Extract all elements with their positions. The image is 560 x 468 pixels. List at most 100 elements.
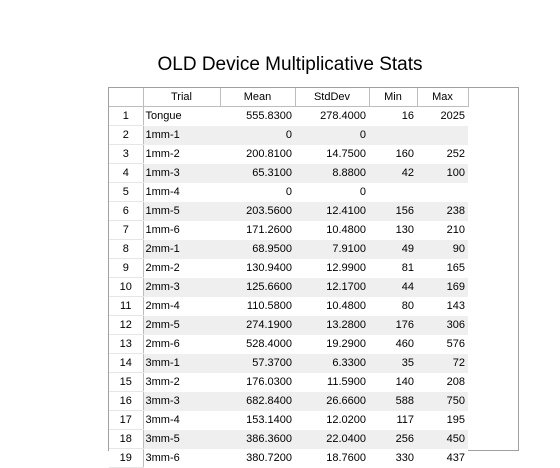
cell-min[interactable]: 42 bbox=[369, 163, 417, 183]
cell-max[interactable]: 576 bbox=[417, 334, 468, 354]
cell-stddev[interactable]: 22.0400 bbox=[295, 429, 369, 449]
cell-trial[interactable]: 2mm-4 bbox=[143, 296, 220, 316]
cell-min[interactable]: 460 bbox=[369, 334, 417, 354]
cell-max[interactable]: 252 bbox=[417, 144, 468, 164]
cell-stddev[interactable]: 0 bbox=[295, 125, 369, 145]
row-number[interactable]: 16 bbox=[109, 391, 144, 411]
cell-stddev[interactable]: 8.8800 bbox=[295, 163, 369, 183]
cell-trial[interactable]: 1mm-6 bbox=[143, 220, 220, 240]
cell-trial[interactable]: 3mm-4 bbox=[143, 410, 220, 430]
cell-min[interactable]: 44 bbox=[369, 277, 417, 297]
table-row[interactable]: 13 2mm-6 528.4000 19.2900 460 576 bbox=[109, 334, 468, 354]
row-number[interactable]: 11 bbox=[109, 296, 144, 316]
row-number[interactable]: 1 bbox=[109, 106, 144, 126]
cell-min[interactable]: 35 bbox=[369, 353, 417, 373]
table-row[interactable]: 19 3mm-6 380.7200 18.7600 330 437 bbox=[109, 448, 468, 468]
cell-mean[interactable]: 125.6600 bbox=[220, 277, 295, 297]
cell-stddev[interactable]: 10.4800 bbox=[295, 296, 369, 316]
table-row[interactable]: 12 2mm-5 274.1900 13.2800 176 306 bbox=[109, 315, 468, 335]
cell-min[interactable]: 16 bbox=[369, 106, 417, 126]
row-number[interactable]: 12 bbox=[109, 315, 144, 335]
table-row[interactable]: 14 3mm-1 57.3700 6.3300 35 72 bbox=[109, 353, 468, 373]
cell-min[interactable]: 49 bbox=[369, 239, 417, 259]
row-number[interactable]: 6 bbox=[109, 201, 144, 221]
cell-stddev[interactable]: 12.4100 bbox=[295, 201, 369, 221]
row-number[interactable]: 3 bbox=[109, 144, 144, 164]
cell-min[interactable]: 330 bbox=[369, 448, 417, 468]
cell-min[interactable]: 160 bbox=[369, 144, 417, 164]
cell-max[interactable]: 208 bbox=[417, 372, 468, 392]
row-number[interactable]: 14 bbox=[109, 353, 144, 373]
cell-max[interactable]: 72 bbox=[417, 353, 468, 373]
column-header-stddev[interactable]: StdDev bbox=[295, 88, 370, 107]
cell-trial[interactable]: 2mm-2 bbox=[143, 258, 220, 278]
cell-trial[interactable]: 3mm-6 bbox=[143, 448, 220, 468]
cell-trial[interactable]: 1mm-4 bbox=[143, 182, 220, 202]
cell-trial[interactable]: 2mm-1 bbox=[143, 239, 220, 259]
row-number[interactable]: 4 bbox=[109, 163, 144, 183]
column-header-trial[interactable]: Trial bbox=[143, 88, 221, 107]
cell-mean[interactable]: 68.9500 bbox=[220, 239, 295, 259]
cell-min[interactable]: 140 bbox=[369, 372, 417, 392]
cell-stddev[interactable]: 10.4800 bbox=[295, 220, 369, 240]
cell-mean[interactable]: 380.7200 bbox=[220, 448, 295, 468]
cell-max[interactable]: 450 bbox=[417, 429, 468, 449]
cell-mean[interactable]: 171.2600 bbox=[220, 220, 295, 240]
cell-trial[interactable]: 1mm-5 bbox=[143, 201, 220, 221]
cell-stddev[interactable]: 18.7600 bbox=[295, 448, 369, 468]
cell-max[interactable]: 2025 bbox=[417, 106, 468, 126]
cell-mean[interactable]: 203.5600 bbox=[220, 201, 295, 221]
column-header-max[interactable]: Max bbox=[417, 88, 469, 107]
table-row[interactable]: 11 2mm-4 110.5800 10.4800 80 143 bbox=[109, 296, 468, 316]
table-row[interactable]: 18 3mm-5 386.3600 22.0400 256 450 bbox=[109, 429, 468, 449]
table-row[interactable]: 7 1mm-6 171.2600 10.4800 130 210 bbox=[109, 220, 468, 240]
table-row[interactable]: 2 1mm-1 0 0 bbox=[109, 125, 468, 145]
cell-trial[interactable]: 2mm-5 bbox=[143, 315, 220, 335]
cell-max[interactable] bbox=[417, 125, 468, 145]
stats-table-container[interactable]: Trial Mean StdDev Min Max 1 Tongue 555.830… bbox=[108, 87, 519, 468]
cell-mean[interactable]: 386.3600 bbox=[220, 429, 295, 449]
row-number[interactable]: 15 bbox=[109, 372, 144, 392]
cell-mean[interactable]: 65.3100 bbox=[220, 163, 295, 183]
cell-min[interactable] bbox=[369, 182, 417, 202]
table-row[interactable]: 8 2mm-1 68.9500 7.9100 49 90 bbox=[109, 239, 468, 259]
row-number[interactable]: 10 bbox=[109, 277, 144, 297]
table-row[interactable]: 4 1mm-3 65.3100 8.8800 42 100 bbox=[109, 163, 468, 183]
column-header-mean[interactable]: Mean bbox=[220, 88, 296, 107]
cell-mean[interactable]: 0 bbox=[220, 125, 295, 145]
cell-min[interactable]: 81 bbox=[369, 258, 417, 278]
cell-max[interactable] bbox=[417, 182, 468, 202]
row-number[interactable]: 17 bbox=[109, 410, 144, 430]
cell-stddev[interactable]: 278.4000 bbox=[295, 106, 369, 126]
table-row[interactable]: 1 Tongue 555.8300 278.4000 16 2025 bbox=[109, 106, 468, 126]
cell-mean[interactable]: 110.5800 bbox=[220, 296, 295, 316]
cell-max[interactable]: 100 bbox=[417, 163, 468, 183]
cell-stddev[interactable]: 7.9100 bbox=[295, 239, 369, 259]
cell-mean[interactable]: 130.9400 bbox=[220, 258, 295, 278]
cell-trial[interactable]: 1mm-1 bbox=[143, 125, 220, 145]
cell-stddev[interactable]: 12.1700 bbox=[295, 277, 369, 297]
cell-trial[interactable]: 3mm-2 bbox=[143, 372, 220, 392]
cell-stddev[interactable]: 19.2900 bbox=[295, 334, 369, 354]
cell-trial[interactable]: 3mm-5 bbox=[143, 429, 220, 449]
cell-stddev[interactable]: 12.0200 bbox=[295, 410, 369, 430]
cell-mean[interactable]: 200.8100 bbox=[220, 144, 295, 164]
cell-min[interactable]: 588 bbox=[369, 391, 417, 411]
cell-trial[interactable]: 1mm-2 bbox=[143, 144, 220, 164]
cell-mean[interactable]: 528.4000 bbox=[220, 334, 295, 354]
cell-stddev[interactable]: 11.5900 bbox=[295, 372, 369, 392]
cell-max[interactable]: 90 bbox=[417, 239, 468, 259]
table-row[interactable]: 9 2mm-2 130.9400 12.9900 81 165 bbox=[109, 258, 468, 278]
cell-stddev[interactable]: 14.7500 bbox=[295, 144, 369, 164]
cell-min[interactable]: 80 bbox=[369, 296, 417, 316]
cell-min[interactable]: 130 bbox=[369, 220, 417, 240]
table-row[interactable]: 5 1mm-4 0 0 bbox=[109, 182, 468, 202]
row-number[interactable]: 13 bbox=[109, 334, 144, 354]
cell-max[interactable]: 238 bbox=[417, 201, 468, 221]
table-row[interactable]: 15 3mm-2 176.0300 11.5900 140 208 bbox=[109, 372, 468, 392]
row-number[interactable]: 18 bbox=[109, 429, 144, 449]
cell-max[interactable]: 195 bbox=[417, 410, 468, 430]
table-row[interactable]: 16 3mm-3 682.8400 26.6600 588 750 bbox=[109, 391, 468, 411]
row-number[interactable]: 19 bbox=[109, 448, 144, 468]
table-row[interactable]: 3 1mm-2 200.8100 14.7500 160 252 bbox=[109, 144, 468, 164]
